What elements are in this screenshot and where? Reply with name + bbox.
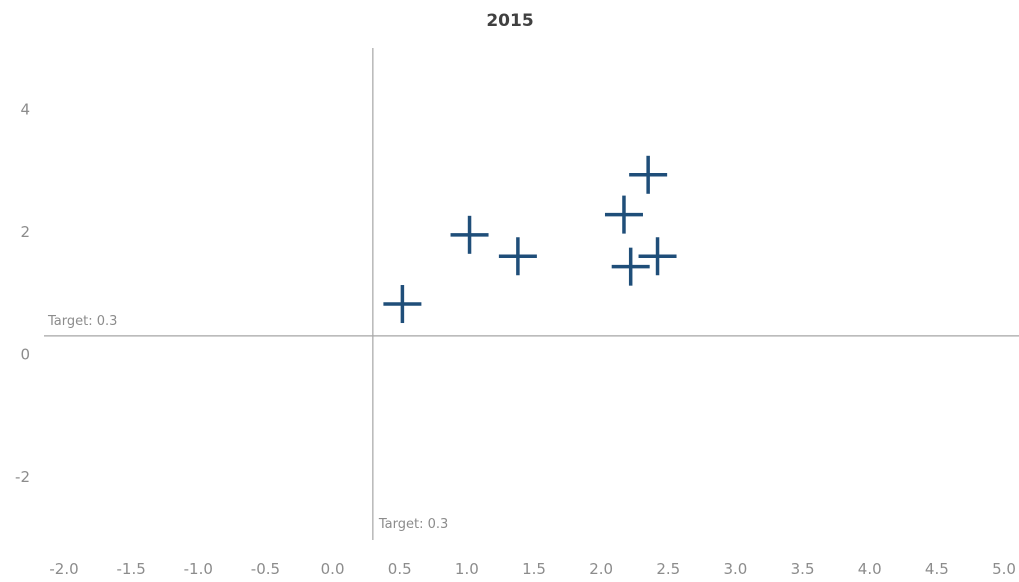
x-tick-label: -2.0 bbox=[49, 560, 78, 578]
y-tick-label: 0 bbox=[20, 345, 30, 363]
y-tick-label: 2 bbox=[20, 223, 30, 241]
data-point-marker bbox=[629, 155, 668, 194]
target-label-vertical: Target: 0.3 bbox=[378, 517, 448, 532]
x-tick-label: 3.0 bbox=[723, 560, 747, 578]
data-point-marker bbox=[383, 285, 422, 324]
data-point-marker bbox=[611, 247, 650, 286]
x-tick-label: 0.5 bbox=[388, 560, 412, 578]
data-points bbox=[383, 155, 677, 324]
x-tick-label: -1.5 bbox=[117, 560, 146, 578]
x-tick-label: 4.5 bbox=[925, 560, 949, 578]
data-point-marker bbox=[498, 237, 537, 276]
x-tick-label: 1.5 bbox=[522, 560, 546, 578]
x-tick-label: 0.0 bbox=[321, 560, 345, 578]
reference-lines: Target: 0.3 Target: 0.3 bbox=[44, 48, 1019, 540]
chart-title: 2015 bbox=[486, 11, 533, 31]
x-tick-label: 2.5 bbox=[656, 560, 680, 578]
target-label-horizontal: Target: 0.3 bbox=[47, 314, 117, 329]
x-tick-label: 4.0 bbox=[858, 560, 882, 578]
y-tick-label: -2 bbox=[15, 468, 30, 486]
data-point-marker bbox=[450, 215, 489, 254]
x-tick-label: 5.0 bbox=[992, 560, 1016, 578]
x-tick-label: -1.0 bbox=[184, 560, 213, 578]
data-point-marker bbox=[638, 237, 677, 276]
y-axis-ticks: -2 0 2 4 bbox=[15, 100, 30, 486]
y-tick-label: 4 bbox=[20, 100, 30, 118]
x-tick-label: -0.5 bbox=[251, 560, 280, 578]
x-tick-label: 3.5 bbox=[791, 560, 815, 578]
x-tick-label: 2.0 bbox=[589, 560, 613, 578]
data-point-marker bbox=[604, 195, 643, 234]
x-axis-ticks: -2.0 -1.5 -1.0 -0.5 0.0 0.5 1.0 1.5 2.0 2.5 3.0 3.5… bbox=[49, 560, 1016, 578]
x-tick-label: 1.0 bbox=[455, 560, 479, 578]
